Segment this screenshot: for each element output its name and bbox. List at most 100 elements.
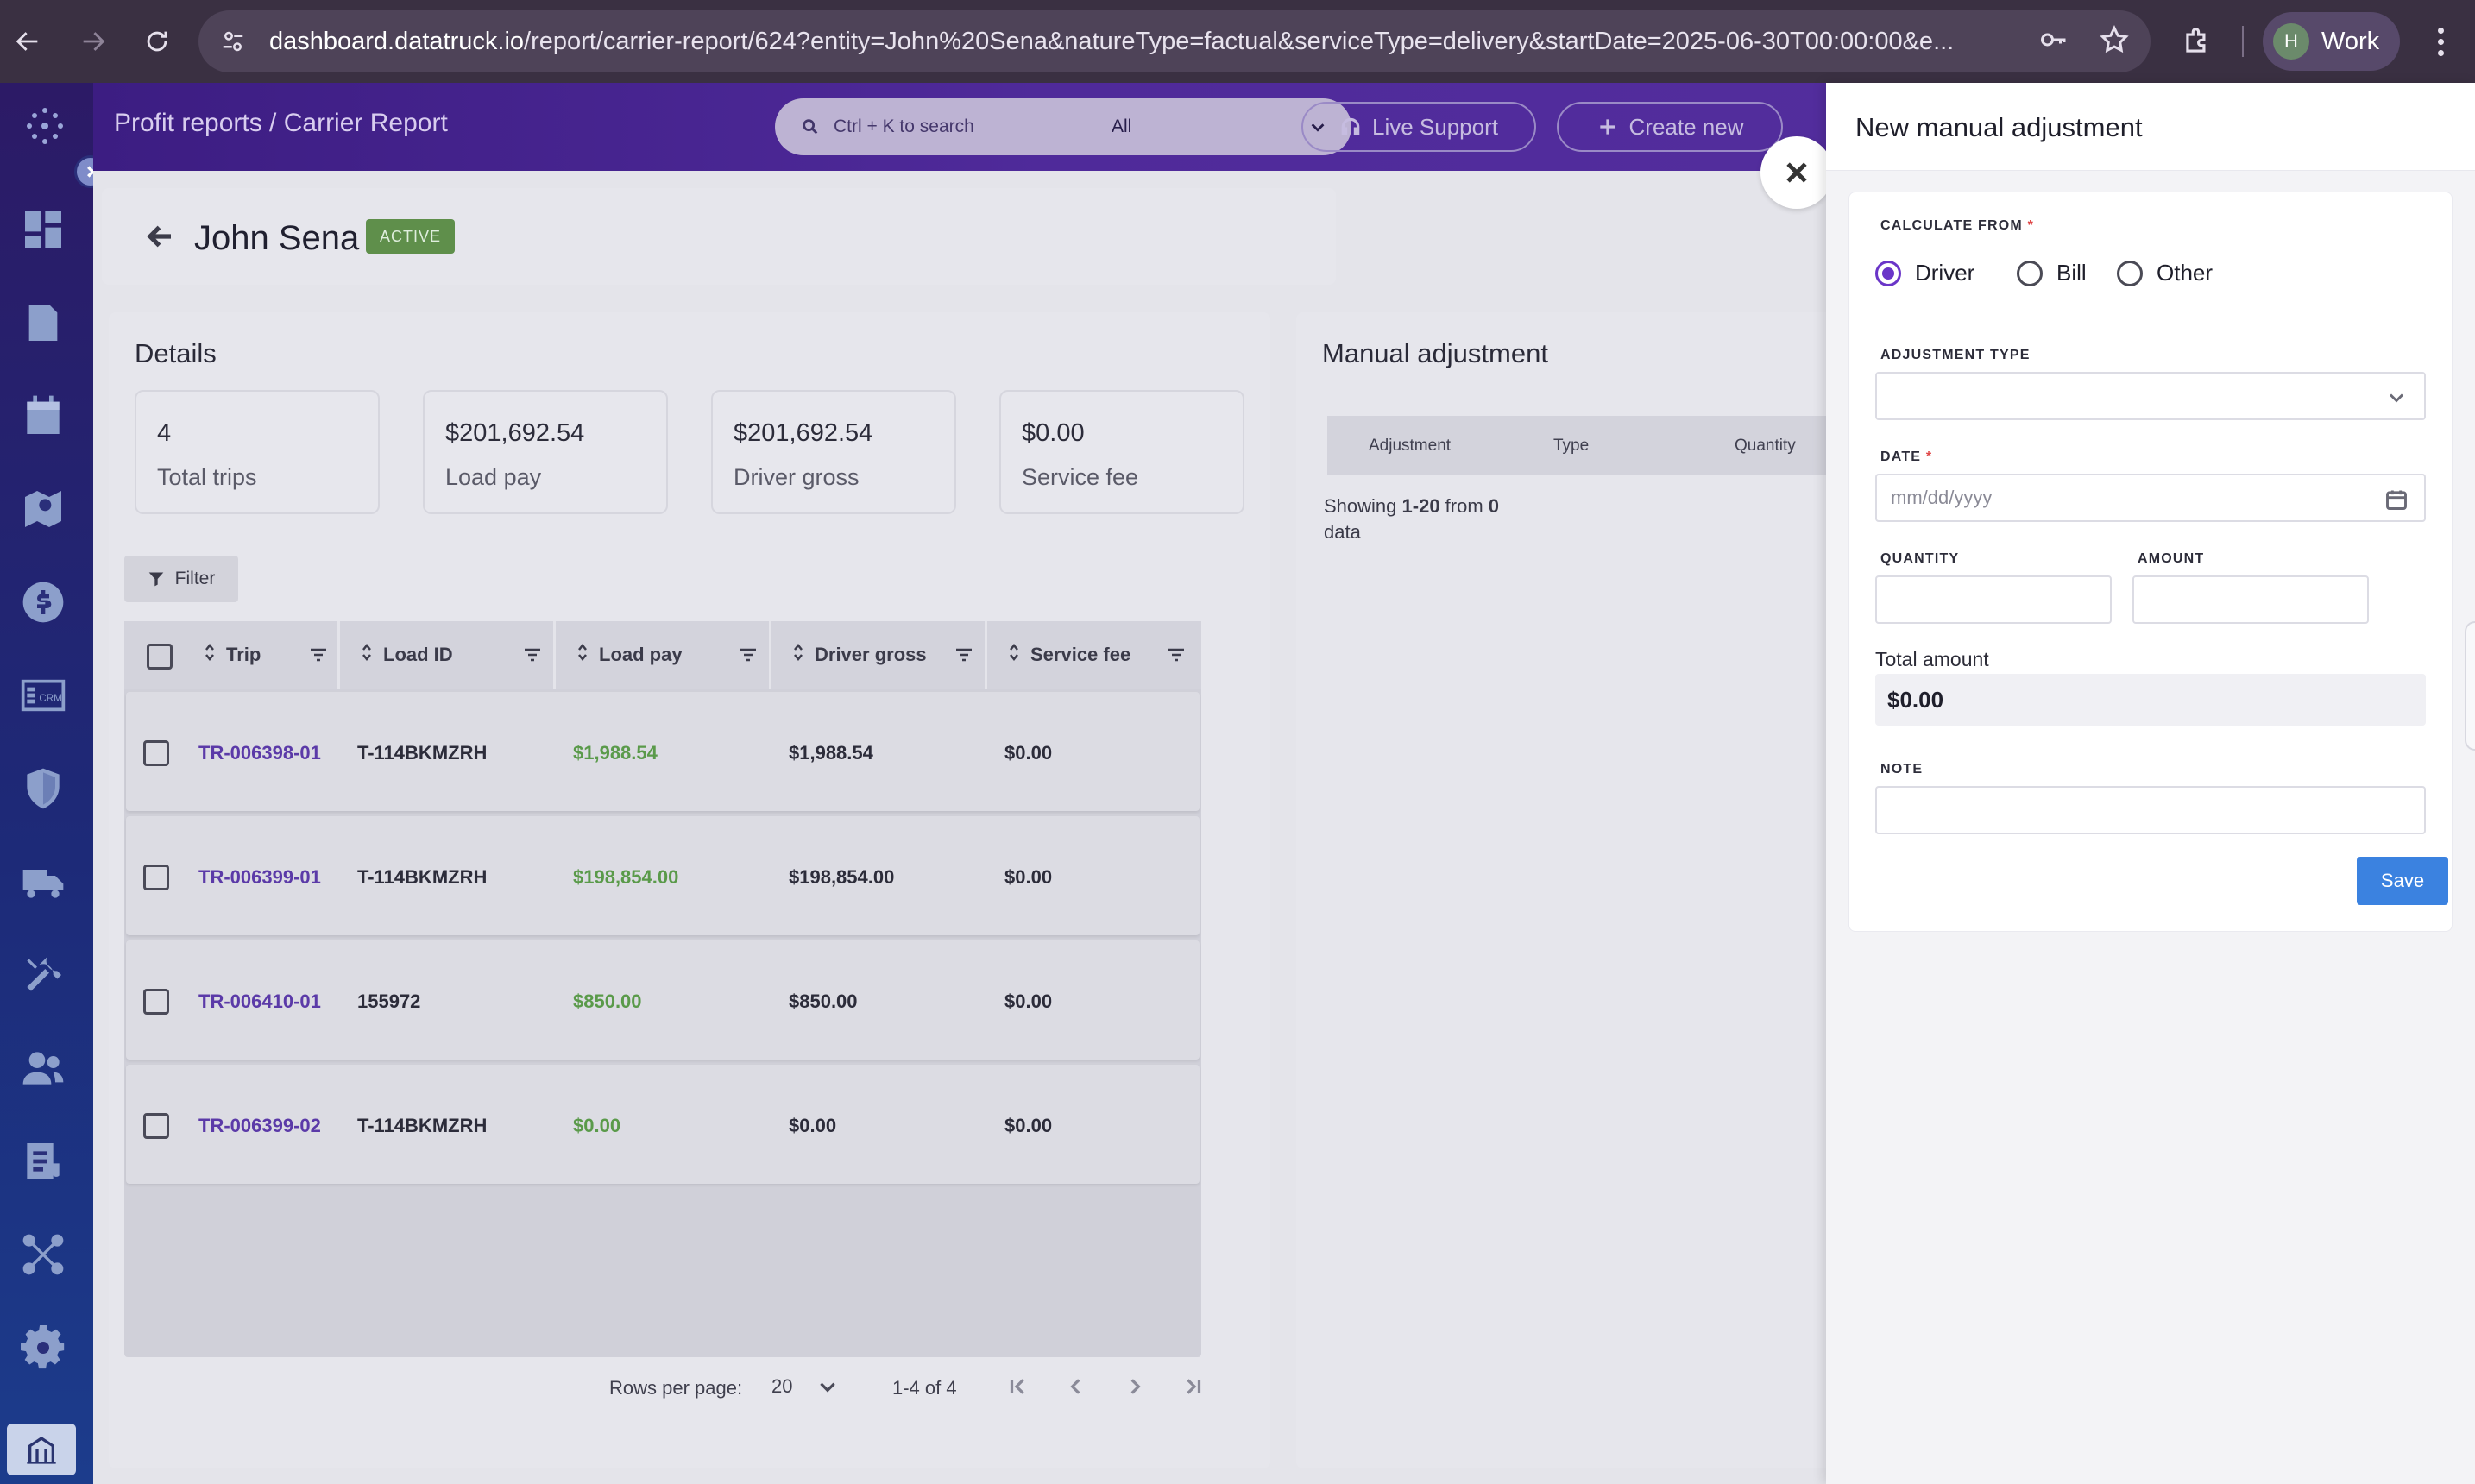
quantity-field[interactable] [1875,575,2112,624]
report-icon[interactable] [16,1134,71,1189]
sort-icon[interactable] [576,642,589,668]
browser-menu-icon[interactable] [2423,19,2458,64]
load-id-cell: T-114BKMZRH [357,866,488,888]
forward-arrow-icon[interactable] [66,14,121,69]
radio-label: Bill [2056,260,2087,286]
dollar-icon[interactable] [16,575,71,630]
column-label: Adjustment [1369,437,1452,455]
tools-icon[interactable] [16,947,71,1003]
adjustment-type-select[interactable] [1875,372,2426,420]
crm-icon[interactable]: CRM [16,668,71,723]
global-search[interactable]: Ctrl + K to search All [775,98,1351,155]
column-header-trip[interactable]: Trip [124,621,340,689]
radio-indicator[interactable] [2117,260,2143,286]
calendar-icon[interactable] [16,388,71,443]
create-new-button[interactable]: Create new [1557,102,1783,152]
truck-icon[interactable] [16,854,71,909]
column-header-driver-gross[interactable]: Driver gross [771,621,987,689]
column-filter-icon[interactable] [309,645,328,668]
rows-per-page-select[interactable]: 20 [771,1375,793,1397]
reload-icon[interactable] [129,14,185,69]
stat-load-pay: $201,692.54 Load pay [423,390,668,514]
chevron-down-icon[interactable] [2384,386,2409,415]
back-arrow-icon[interactable] [145,221,176,256]
page-title: John Sena [194,219,360,257]
extensions-puzzle-icon[interactable] [2175,19,2220,64]
select-all-checkbox[interactable] [147,644,173,670]
bookmark-star-icon[interactable] [2099,24,2130,60]
sort-icon[interactable] [204,642,216,668]
url-text[interactable]: dashboard.datatruck.io/report/carrier-re… [269,27,1955,55]
search-scope-select[interactable]: All [1112,116,1132,136]
dashboard-icon[interactable] [16,202,71,257]
radio-bill[interactable]: Bill [2017,260,2087,286]
radio-selected-indicator[interactable] [1875,260,1901,286]
profile-button[interactable]: H Work [2263,12,2401,71]
rows-per-page-label: Rows per page: [609,1377,743,1399]
settings-gear-icon[interactable] [16,1320,71,1375]
breadcrumb[interactable]: Profit reports / Carrier Report [114,109,448,137]
column-filter-icon[interactable] [523,645,542,668]
table-header: Trip Load ID Load pay Driver gross [124,621,1201,689]
trip-link[interactable]: TR-006399-01 [198,866,321,888]
column-header-service-fee[interactable]: Service fee [987,621,1201,689]
note-field[interactable] [1875,786,2426,834]
sort-icon[interactable] [361,642,373,668]
next-page-icon[interactable] [1124,1375,1146,1403]
calculate-from-text: CALCULATE FROM [1880,218,2023,233]
address-bar[interactable]: dashboard.datatruck.io/report/carrier-re… [198,10,2151,72]
company-building-icon[interactable] [7,1424,76,1475]
filter-button[interactable]: Filter [124,556,238,602]
integrations-icon[interactable] [16,1227,71,1282]
table-row[interactable]: TR-006410-01 155972 $850.00 $850.00 $0.0… [126,940,1200,1060]
trip-link[interactable]: TR-006399-02 [198,1115,321,1136]
close-drawer-button[interactable] [1760,136,1833,209]
stat-value: $201,692.54 [734,419,873,447]
previous-page-icon[interactable] [1065,1375,1087,1403]
live-support-button[interactable]: Live Support [1301,102,1536,152]
search-input[interactable]: Ctrl + K to search [834,116,974,136]
column-header-load-pay[interactable]: Load pay [556,621,771,689]
table-row[interactable]: TR-006399-02 T-114BKMZRH $0.00 $0.00 $0.… [126,1065,1200,1184]
document-icon[interactable] [16,295,71,350]
service-fee-cell: $0.00 [1004,742,1053,764]
column-filter-icon[interactable] [1167,645,1186,668]
table-row[interactable]: TR-006398-01 T-114BKMZRH $1,988.54 $1,98… [126,692,1200,811]
row-checkbox[interactable] [143,740,169,766]
calendar-icon[interactable] [2384,487,2409,517]
chevron-down-icon[interactable] [816,1375,839,1403]
map-icon[interactable] [16,481,71,537]
radio-other[interactable]: Other [2117,260,2213,286]
row-checkbox[interactable] [143,1113,169,1139]
table-row[interactable]: TR-006399-01 T-114BKMZRH $198,854.00 $19… [126,816,1200,935]
sort-icon[interactable] [1008,642,1020,668]
sort-icon[interactable] [792,642,804,668]
column-filter-icon[interactable] [739,645,758,668]
date-label-text: DATE [1880,450,1922,464]
app-logo-icon[interactable] [22,104,67,148]
row-checkbox[interactable] [143,865,169,890]
stat-label: Service fee [1022,464,1139,490]
trip-link[interactable]: TR-006410-01 [198,990,321,1012]
last-page-icon[interactable] [1182,1375,1205,1403]
load-pay-cell: $0.00 [573,1115,621,1136]
row-checkbox[interactable] [143,989,169,1015]
side-panel-tab[interactable] [2465,621,2475,751]
first-page-icon[interactable] [1006,1375,1029,1403]
radio-driver[interactable]: Driver [1875,260,1974,286]
password-key-icon[interactable] [2038,24,2069,60]
site-settings-icon[interactable] [216,24,250,59]
amount-field[interactable] [2132,575,2369,624]
column-filter-icon[interactable] [954,645,973,668]
column-header-load-id[interactable]: Load ID [340,621,556,689]
date-field[interactable]: mm/dd/yyyy [1875,474,2426,522]
save-button[interactable]: Save [2357,857,2448,905]
filter-label: Filter [174,569,216,588]
pagination-range: 1-4 of 4 [892,1377,957,1399]
shield-icon[interactable] [16,761,71,816]
back-arrow-icon[interactable] [0,14,55,69]
trip-link[interactable]: TR-006398-01 [198,742,321,764]
radio-indicator[interactable] [2017,260,2043,286]
driver-gross-cell: $850.00 [789,990,858,1012]
users-icon[interactable] [16,1041,71,1096]
